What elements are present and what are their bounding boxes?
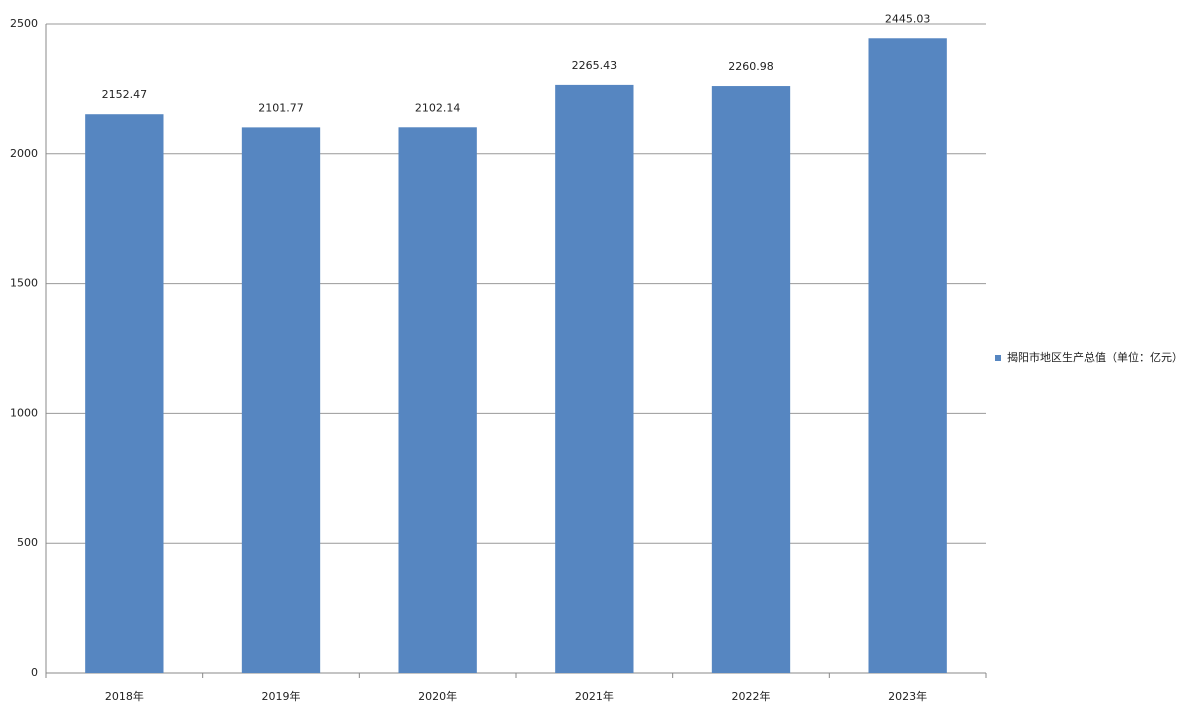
bar [555,84,634,674]
data-label: 2152.47 [102,88,148,101]
bar [711,86,791,674]
data-label: 2265.43 [572,59,618,72]
y-tick-label: 2500 [10,17,38,30]
y-tick-label: 500 [17,536,38,549]
data-label: 2101.77 [258,101,304,114]
bar [398,127,477,674]
x-tick-label: 2019年 [262,689,301,703]
y-tick-label: 0 [31,666,38,679]
x-tick-label: 2023年 [888,689,927,703]
y-tick-label: 2000 [10,147,38,160]
data-label: 2260.98 [728,60,774,73]
x-tick-label: 2021年 [575,689,614,703]
y-tick-label: 1500 [10,277,38,290]
x-tick-label: 2022年 [732,689,771,703]
legend-label: 揭阳市地区生产总值（单位：亿元） [1007,350,1177,364]
x-tick-label: 2018年 [105,689,144,703]
legend-swatch [995,355,1001,361]
y-tick-label: 1000 [10,406,38,419]
bar [241,127,321,674]
data-label: 2102.14 [415,101,461,114]
data-label: 2445.03 [885,12,931,25]
x-tick-label: 2020年 [418,689,457,703]
bar [868,38,947,674]
bar [85,114,164,673]
